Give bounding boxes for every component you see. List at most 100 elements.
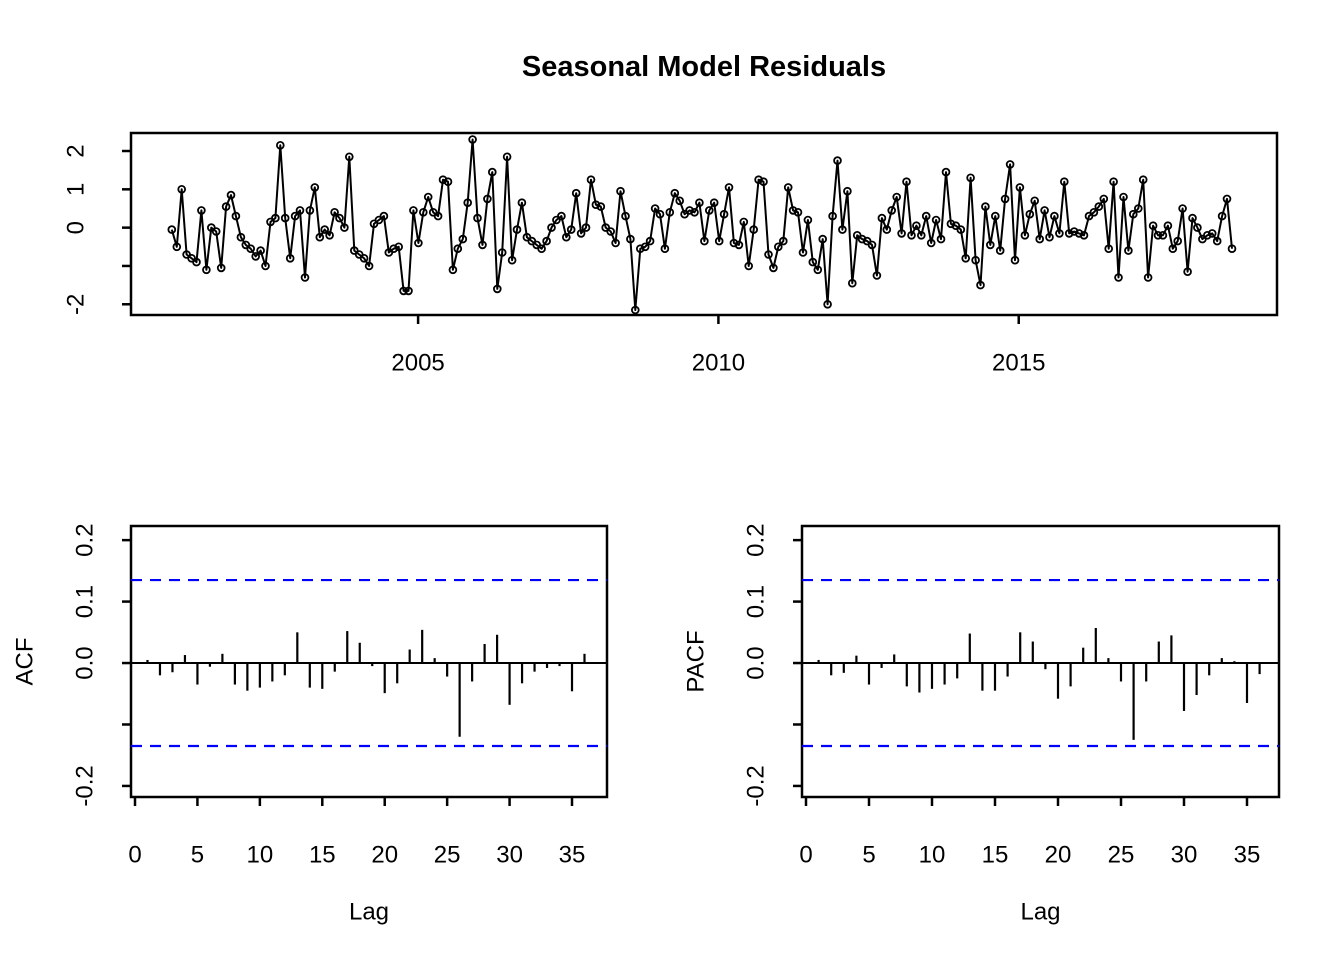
data-point-marker bbox=[197, 206, 206, 215]
y-tick-label: 0.2 bbox=[743, 523, 770, 556]
data-point-marker bbox=[1183, 267, 1192, 277]
data-point-marker bbox=[1178, 204, 1187, 213]
data-point-marker bbox=[177, 185, 187, 194]
data-point-marker bbox=[606, 227, 615, 236]
data-point-marker bbox=[571, 188, 581, 198]
data-point-marker bbox=[596, 202, 606, 211]
data-point-marker bbox=[926, 238, 936, 248]
data-point-marker bbox=[685, 206, 694, 215]
data-point-marker bbox=[813, 265, 823, 275]
data-point-marker bbox=[621, 211, 630, 221]
data-point-marker bbox=[916, 231, 926, 240]
x-tick-label: 10 bbox=[247, 842, 274, 869]
data-point-marker bbox=[783, 183, 793, 192]
data-point-marker bbox=[912, 221, 921, 231]
data-point-marker bbox=[389, 244, 399, 254]
data-point-marker bbox=[547, 223, 556, 232]
x-tick-label: 30 bbox=[496, 842, 523, 869]
x-tick-label: 15 bbox=[982, 842, 1009, 869]
lag-axis-title: Lag bbox=[1020, 899, 1060, 926]
data-point-marker bbox=[1015, 183, 1025, 192]
x-tick-label: 25 bbox=[434, 842, 461, 869]
data-point-marker bbox=[660, 244, 670, 254]
data-point-marker bbox=[1227, 244, 1237, 254]
data-point-marker bbox=[931, 215, 941, 225]
pacf-panel bbox=[793, 524, 1281, 806]
data-point-marker bbox=[778, 236, 788, 246]
data-point-marker bbox=[1094, 202, 1104, 211]
data-point-marker bbox=[833, 156, 842, 165]
data-point-marker bbox=[616, 186, 625, 196]
data-point-marker bbox=[1143, 273, 1153, 282]
data-point-marker bbox=[172, 242, 182, 252]
data-point-marker bbox=[335, 213, 344, 223]
data-point-marker bbox=[280, 213, 290, 223]
x-tick-label: 25 bbox=[1108, 842, 1135, 869]
data-point-marker bbox=[769, 263, 778, 273]
data-point-marker bbox=[167, 225, 177, 234]
data-point-marker bbox=[1203, 231, 1212, 240]
data-point-marker bbox=[340, 223, 349, 232]
data-point-marker bbox=[1030, 196, 1039, 206]
y-tick-label: -0.2 bbox=[72, 765, 99, 806]
data-point-marker bbox=[704, 206, 714, 215]
data-point-marker bbox=[1045, 232, 1054, 242]
data-point-marker bbox=[759, 177, 768, 187]
data-point-marker bbox=[1193, 223, 1202, 232]
data-point-marker bbox=[798, 248, 808, 257]
data-point-marker bbox=[808, 257, 818, 267]
data-point-marker bbox=[1005, 160, 1015, 169]
data-point-marker bbox=[626, 234, 635, 244]
data-point-marker bbox=[315, 232, 325, 242]
data-point-marker bbox=[404, 286, 413, 296]
data-point-marker bbox=[981, 202, 990, 211]
data-point-marker bbox=[1040, 206, 1049, 215]
data-point-marker bbox=[517, 198, 527, 208]
data-point-marker bbox=[956, 225, 966, 234]
data-point-marker bbox=[1020, 231, 1030, 240]
data-point-marker bbox=[1114, 273, 1123, 282]
data-point-marker bbox=[971, 255, 980, 265]
data-point-marker bbox=[897, 229, 906, 238]
data-point-marker bbox=[1035, 234, 1044, 244]
data-point-marker bbox=[379, 211, 389, 221]
data-point-marker bbox=[231, 211, 241, 221]
acf-panel bbox=[122, 524, 609, 806]
data-point-marker bbox=[1153, 231, 1163, 240]
data-point-marker bbox=[275, 141, 285, 150]
data-point-marker bbox=[586, 175, 596, 185]
data-point-marker bbox=[271, 213, 280, 223]
data-point-marker bbox=[463, 198, 473, 208]
data-point-marker bbox=[1000, 194, 1010, 204]
data-point-marker bbox=[1064, 229, 1074, 238]
data-point-marker bbox=[310, 183, 320, 192]
data-point-marker bbox=[443, 177, 453, 187]
data-point-marker bbox=[867, 240, 877, 250]
data-point-marker bbox=[566, 225, 576, 234]
data-point-marker bbox=[1138, 175, 1148, 185]
data-point-marker bbox=[344, 152, 354, 162]
data-point-marker bbox=[902, 177, 911, 187]
y-tick-label: 0.1 bbox=[743, 585, 770, 618]
data-point-marker bbox=[1148, 221, 1158, 231]
data-point-marker bbox=[192, 257, 201, 267]
y-tick-label: 1 bbox=[63, 183, 90, 196]
data-point-marker bbox=[857, 234, 867, 244]
data-point-marker bbox=[892, 192, 901, 202]
data-point-marker bbox=[211, 227, 221, 236]
data-point-marker bbox=[818, 234, 827, 244]
data-point-marker bbox=[630, 305, 640, 315]
y-tick-label: -0.2 bbox=[743, 765, 770, 806]
data-point-marker bbox=[1069, 227, 1079, 236]
data-point-marker bbox=[990, 211, 1000, 221]
x-tick-label: 2010 bbox=[692, 350, 745, 377]
plot-frame bbox=[129, 131, 1279, 317]
data-point-marker bbox=[744, 261, 753, 271]
y-tick-label: 0.1 bbox=[72, 585, 99, 618]
data-point-marker bbox=[843, 186, 852, 196]
data-point-marker bbox=[764, 250, 773, 259]
data-point-marker bbox=[458, 234, 468, 244]
data-point-marker bbox=[1217, 211, 1227, 221]
x-tick-label: 35 bbox=[1234, 842, 1261, 869]
